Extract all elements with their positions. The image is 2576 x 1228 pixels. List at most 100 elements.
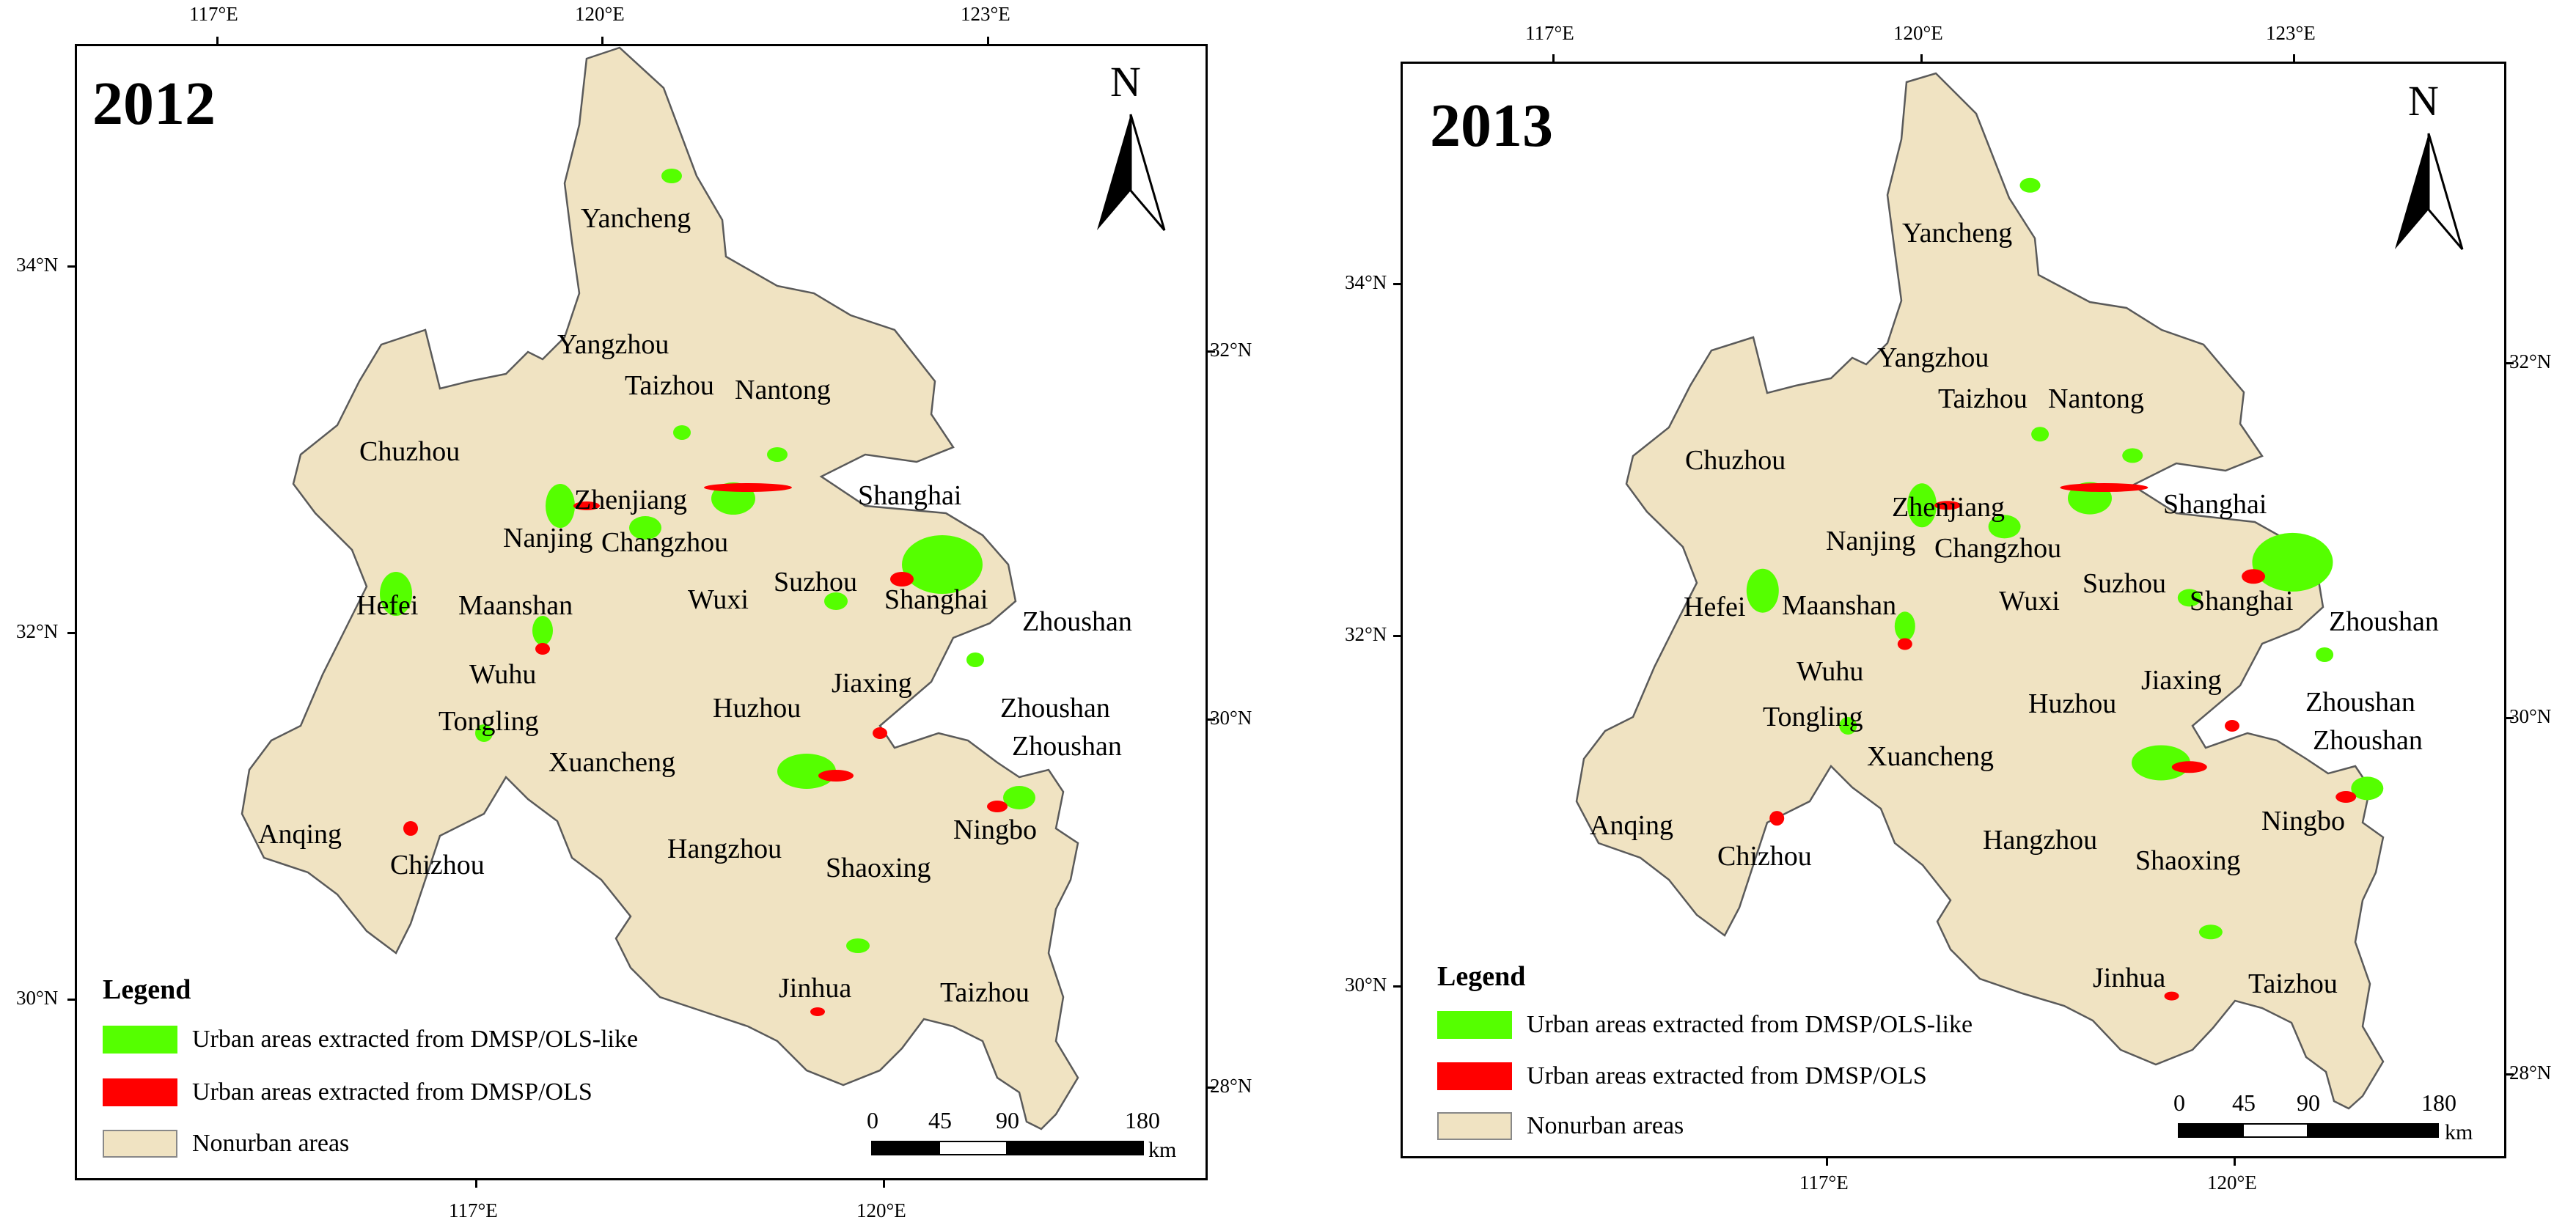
legend-swatch xyxy=(103,1078,177,1106)
urban-patch-red xyxy=(810,1007,825,1016)
legend-item: Urban areas extracted from DMSP/OLS-like xyxy=(103,1025,638,1054)
urban-patch-green xyxy=(661,169,682,183)
urban-patch-green xyxy=(2031,427,2050,442)
city-label: Jinhua xyxy=(779,973,851,1004)
right-tick-label: 28°N xyxy=(2509,1062,2552,1084)
city-label: Nantong xyxy=(735,375,831,405)
top-tick-label: 123°E xyxy=(2266,22,2316,44)
urban-patch-red xyxy=(2225,720,2239,732)
legend-label: Urban areas extracted from DMSP/OLS xyxy=(192,1078,592,1106)
tick-mark xyxy=(2505,717,2514,719)
legend-label: Nonurban areas xyxy=(192,1130,350,1157)
scale-label: 180 xyxy=(2421,1089,2456,1116)
city-label: Huzhou xyxy=(2028,688,2116,719)
city-label: Shanghai xyxy=(884,584,988,615)
scale-label: 180 xyxy=(1125,1107,1160,1133)
urban-patch-green xyxy=(777,754,836,789)
city-label: Suzhou xyxy=(774,567,857,598)
map-legend: Legend Urban areas extracted from DMSP/O… xyxy=(103,974,807,1172)
legend-label: Urban areas extracted from DMSP/OLS-like xyxy=(1527,1011,1973,1038)
scale-unit: km xyxy=(2445,1120,2473,1144)
city-label: Taizhou xyxy=(940,977,1030,1008)
city-label: Huzhou xyxy=(713,693,801,724)
city-label: Hangzhou xyxy=(1983,825,2097,856)
legend-label: Urban areas extracted from DMSP/OLS-like xyxy=(192,1026,639,1053)
city-label: Ningbo xyxy=(953,815,1037,845)
tick-mark xyxy=(1206,350,1215,353)
tick-mark xyxy=(1552,54,1555,63)
tick-mark xyxy=(2234,1157,2236,1166)
region-map: Yancheng Yangzhou Taizhou Nantong Chuzho… xyxy=(1575,72,2439,1110)
city-label: Taizhou xyxy=(625,370,714,401)
city-label: Zhoushan xyxy=(2305,687,2415,718)
legend-item: Urban areas extracted from DMSP/OLS xyxy=(103,1078,592,1107)
city-label: Chuzhou xyxy=(359,436,460,467)
legend-swatch xyxy=(103,1130,177,1158)
urban-patch-green xyxy=(532,616,553,645)
year-title: 2012 xyxy=(92,70,216,138)
tick-mark xyxy=(2293,54,2295,63)
tick-mark xyxy=(883,1179,885,1188)
urban-patch-green xyxy=(2132,745,2190,781)
urban-patch-green xyxy=(1894,611,1915,641)
urban-patch-green xyxy=(2351,776,2384,801)
legend-item: Nonurban areas xyxy=(1437,1111,1684,1141)
nonurban-regions xyxy=(1575,72,2385,1110)
city-label: Hefei xyxy=(1684,592,1745,622)
urban-ols-patches xyxy=(403,483,1008,1016)
city-label: Hangzhou xyxy=(667,834,782,864)
north-arrow-icon xyxy=(2395,133,2464,250)
scale-label: 0 xyxy=(867,1107,878,1133)
city-label: Wuxi xyxy=(1999,586,2060,617)
city-label: Jiaxing xyxy=(832,668,912,699)
scale-segment xyxy=(2242,1123,2308,1138)
tick-mark xyxy=(1393,635,1402,637)
city-label: Nanjing xyxy=(503,523,592,554)
legend-item: Nonurban areas xyxy=(103,1129,349,1158)
urban-patch-green xyxy=(846,938,870,953)
legend-title: Legend xyxy=(103,974,191,1005)
city-label: Yancheng xyxy=(581,203,691,234)
tick-mark xyxy=(2505,1073,2514,1076)
legend-swatch xyxy=(103,1026,177,1054)
left-tick-label: 30°N xyxy=(1345,974,1387,996)
north-arrow: N xyxy=(1091,58,1172,245)
tick-mark xyxy=(216,37,219,45)
legend-label: Urban areas extracted from DMSP/OLS xyxy=(1527,1062,1927,1089)
city-label: Hefei xyxy=(356,590,418,621)
urban-patch-green xyxy=(2198,924,2223,940)
legend-label: Nonurban areas xyxy=(1527,1112,1684,1139)
urban-patch-green xyxy=(2177,589,2201,607)
north-label: N xyxy=(1110,58,1141,106)
left-tick-label: 34°N xyxy=(16,254,59,276)
urban-patch-green xyxy=(629,516,661,540)
city-label: Zhenjiang xyxy=(574,485,687,515)
left-tick-label: 32°N xyxy=(16,620,59,642)
urban-patch-red xyxy=(535,643,550,655)
urban-patch-red xyxy=(2060,483,2148,493)
city-label: Taizhou xyxy=(2248,968,2338,999)
tick-mark xyxy=(1826,1157,1828,1166)
urban-patch-red xyxy=(2171,761,2207,773)
urban-patch-green xyxy=(902,535,983,594)
tick-mark xyxy=(67,265,76,268)
city-label: Taizhou xyxy=(1938,383,2028,414)
top-tick-label: 120°E xyxy=(1893,22,1943,44)
urban-patch-red xyxy=(2164,991,2179,1001)
urban-patch-red xyxy=(2242,569,2266,584)
nonurban-regions xyxy=(241,46,1079,1130)
legend-swatch xyxy=(1437,1062,1512,1090)
city-label: Changzhou xyxy=(1934,533,2061,564)
urban-patch-green xyxy=(1746,568,1779,613)
right-tick-label: 28°N xyxy=(1210,1075,1252,1097)
city-label: Chizhou xyxy=(1717,841,1812,872)
top-tick-label: 117°E xyxy=(189,3,238,25)
scale-label: 45 xyxy=(2232,1089,2256,1116)
urban-patch-red xyxy=(704,483,792,492)
city-label: Maanshan xyxy=(458,590,573,621)
region-map: Yancheng Yangzhou Taizhou Nantong Chuzho… xyxy=(241,46,1132,1130)
city-label: Nanjing xyxy=(1826,526,1915,556)
bottom-tick-label: 117°E xyxy=(1799,1172,1849,1194)
map-legend: Legend Urban areas extracted from DMSP/O… xyxy=(1437,960,2112,1151)
city-label: Xuancheng xyxy=(548,747,675,778)
